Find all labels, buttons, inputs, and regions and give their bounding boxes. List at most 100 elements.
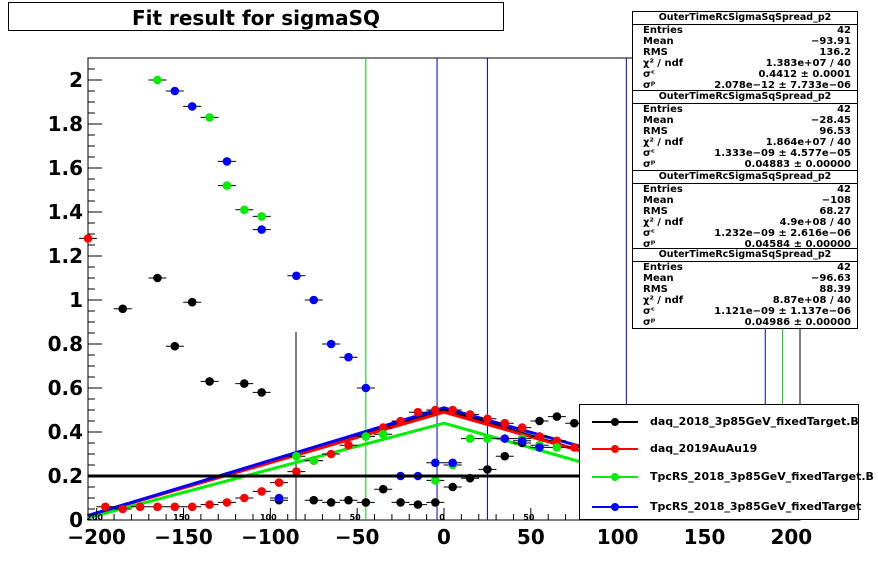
data-point-1-2 xyxy=(118,504,128,514)
data-point-1-24 xyxy=(500,418,510,428)
data-point-3-13 xyxy=(448,458,457,468)
y-tick-label: 2 xyxy=(69,68,83,92)
stats-box-0: OuterTimeRcSigmaSqSpread_p2 Entries 42 Mean… xyxy=(632,11,858,92)
data-point-1-18 xyxy=(396,416,405,426)
chart-title: Fit result for sigmaSQ xyxy=(131,6,381,30)
stats-row: χ² / ndf 8.87e+08 / 40 xyxy=(633,295,857,306)
data-point-2-4 xyxy=(257,212,266,221)
fit-line-3 xyxy=(87,406,593,518)
stats-value: 42 xyxy=(837,262,851,273)
data-point-0-6 xyxy=(257,388,266,397)
stats-row: Entries 42 xyxy=(633,184,857,195)
data-point-1-20 xyxy=(431,405,440,415)
stats-box-title: OuterTimeRcSigmaSqSpread_p2 xyxy=(633,91,857,104)
data-point-3-6 xyxy=(326,339,336,349)
data-point-1-26 xyxy=(535,432,544,441)
data-point-2-3 xyxy=(239,205,249,215)
data-point-0-22 xyxy=(552,412,562,421)
data-point-1-17 xyxy=(378,423,388,432)
data-point-1-10 xyxy=(257,487,266,496)
x-minor-label: 50 xyxy=(350,513,362,522)
x-tick-label: −50 xyxy=(335,525,380,549)
y-tick-label: 0 xyxy=(69,508,83,532)
data-point-0-2 xyxy=(170,341,180,351)
chart-title-box: Fit result for sigmaSQ xyxy=(8,2,504,31)
data-point-0-13 xyxy=(396,498,405,507)
y-tick-label: 0.4 xyxy=(48,420,83,444)
data-point-1-4 xyxy=(153,502,162,512)
stats-value: 1.232e−09 ± 2.616e−06 xyxy=(714,228,851,239)
data-point-1-12 xyxy=(292,467,301,476)
stats-value: 1.864e+07 / 40 xyxy=(765,137,851,148)
stats-key: RMS xyxy=(643,126,668,137)
stats-key: Mean xyxy=(643,115,674,126)
x-minor-label: 50 xyxy=(523,513,535,522)
data-point-2-5 xyxy=(292,451,301,461)
x-minor-label: 200 xyxy=(86,513,103,522)
stats-key: χ² / ndf xyxy=(643,58,684,69)
y-tick-label: 0.8 xyxy=(48,332,83,356)
stats-value: 8.87e+08 / 40 xyxy=(772,295,851,306)
data-point-1-15 xyxy=(344,440,353,450)
data-point-1-11 xyxy=(274,478,284,487)
x-minor-label: 150 xyxy=(173,513,190,522)
stats-key: σᶜ xyxy=(643,306,655,317)
stats-key: σᵖ xyxy=(643,239,656,250)
stats-key: Mean xyxy=(643,195,674,206)
data-point-0-0 xyxy=(118,304,128,314)
stats-row: σᶜ 0.4412 ± 0.0001 xyxy=(633,69,857,80)
data-point-3-2 xyxy=(222,157,232,166)
data-point-2-9 xyxy=(431,476,440,485)
legend-entry-3: TpcRS_2018_3p85GeV_fixedTarget xyxy=(580,497,861,517)
data-point-1-14 xyxy=(326,449,336,459)
x-minor-label: 0 xyxy=(439,513,445,522)
data-point-1-1 xyxy=(101,502,110,512)
stats-box-title: OuterTimeRcSigmaSqSpread_p2 xyxy=(633,12,857,25)
stats-row: RMS 136.2 xyxy=(633,47,857,58)
data-point-3-12 xyxy=(431,458,440,468)
stats-value: −96.63 xyxy=(810,273,851,284)
legend-label: daq_2018_3p85GeV_fixedTarget.B xyxy=(650,415,859,428)
data-point-2-2 xyxy=(222,181,232,190)
stats-value: 42 xyxy=(837,184,851,195)
data-point-1-0 xyxy=(83,234,93,243)
stats-key: σᵖ xyxy=(643,317,656,328)
data-point-2-0 xyxy=(153,75,162,85)
stats-key: χ² / ndf xyxy=(643,137,684,148)
data-point-0-21 xyxy=(535,416,544,426)
data-point-2-11 xyxy=(465,434,475,443)
stats-row: RMS 96.53 xyxy=(633,126,857,137)
stats-value: 1.121e−09 ± 1.137e−06 xyxy=(714,306,851,317)
stats-key: Entries xyxy=(643,184,683,195)
stats-row: σᵖ 2.078e−12 ± 7.733e−06 xyxy=(633,80,857,91)
stats-row: Entries 42 xyxy=(633,262,857,273)
legend-marker xyxy=(611,445,619,453)
legend: daq_2018_3p85GeV_fixedTarget.B daq_2019Au… xyxy=(579,404,874,520)
stats-row: Entries 42 xyxy=(633,104,857,115)
data-point-3-7 xyxy=(344,352,353,362)
y-tick-label: 1.2 xyxy=(48,244,83,268)
data-point-0-8 xyxy=(309,495,319,505)
stats-value: −93.91 xyxy=(810,36,851,47)
data-point-1-21 xyxy=(448,405,457,415)
stats-key: σᶜ xyxy=(643,148,655,159)
data-point-2-6 xyxy=(309,456,319,465)
x-tick-label: 100 xyxy=(597,525,639,549)
data-point-1-19 xyxy=(413,407,423,417)
data-point-3-14 xyxy=(500,434,510,443)
stats-value: 1.383e+07 / 40 xyxy=(765,58,851,69)
data-point-0-4 xyxy=(205,377,214,386)
data-point-3-0 xyxy=(170,86,180,96)
data-point-1-25 xyxy=(517,423,527,432)
data-point-3-15 xyxy=(517,436,527,446)
y-tick-label: 0.2 xyxy=(48,464,83,488)
x-tick-label: 50 xyxy=(517,525,545,549)
stats-key: σᶜ xyxy=(643,69,655,80)
legend-label: TpcRS_2018_3p85GeV_fixedTarget.B xyxy=(650,470,874,483)
legend-entry-2: TpcRS_2018_3p85GeV_fixedTarget.B xyxy=(580,467,874,487)
stats-key: σᵖ xyxy=(643,159,656,170)
stats-key: σᵖ xyxy=(643,80,656,91)
y-axis: 0 0.2 0.4 0.6 0.8 1 1.2 1.4 1.6 1.8 2 xyxy=(48,57,102,532)
x-tick-label: −150 xyxy=(154,525,213,549)
stats-value: −108 xyxy=(821,195,851,206)
